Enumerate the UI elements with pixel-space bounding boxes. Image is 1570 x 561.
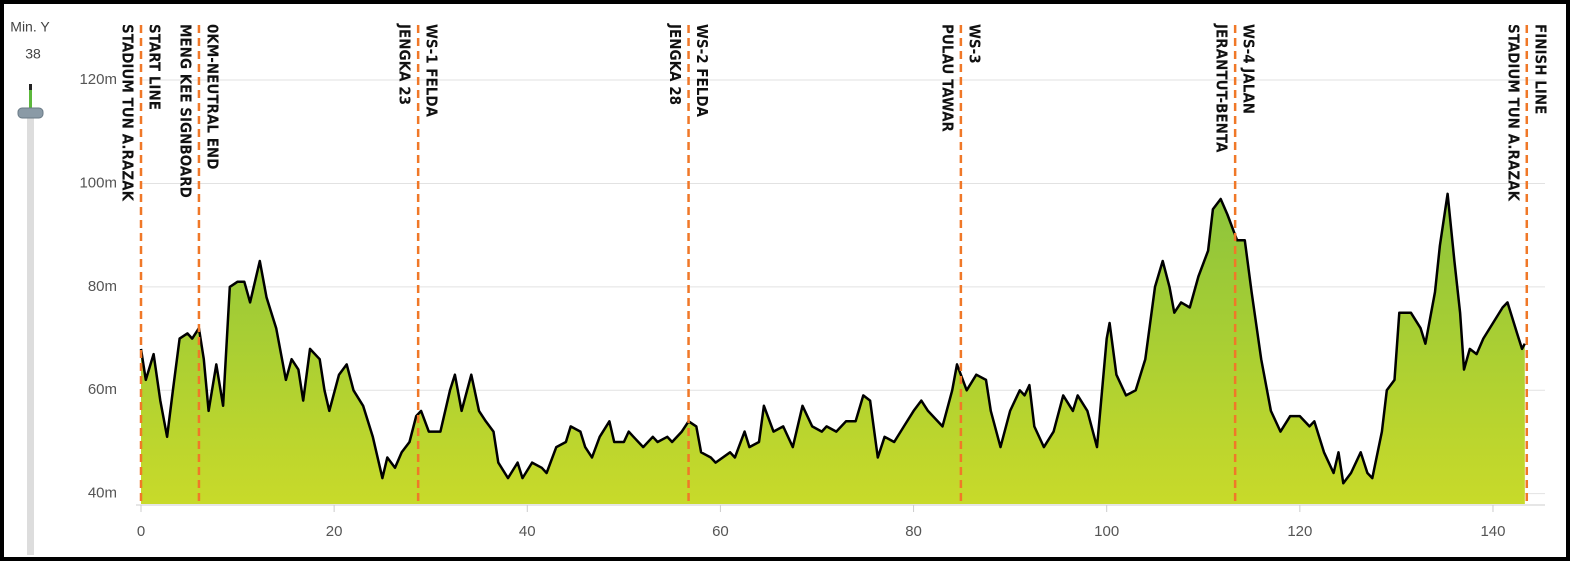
marker-label: WS-2 FELDA [693, 24, 711, 118]
marker-label: FINISH LINE [1531, 24, 1549, 114]
x-tick-label: 120 [1287, 523, 1312, 540]
x-tick-label: 0 [137, 523, 145, 540]
marker-label: MENG KEE SIGNBOARD [176, 24, 194, 198]
marker-label: WS-3 [965, 24, 983, 64]
marker-label: JENGKA 23 [396, 23, 414, 105]
marker-label: STADIUM TUN A.RAZAK [119, 24, 137, 202]
marker-label: WS-4 JALAN [1240, 24, 1258, 114]
y-tick-label: 60m [88, 381, 117, 398]
x-tick-label: 20 [326, 523, 343, 540]
x-tick-label: 40 [519, 523, 536, 540]
plot: 40m 60m 80m 100m 120m 0 20 40 60 80 100 120 140 START… [79, 23, 1549, 540]
x-tick-label: 80 [905, 523, 922, 540]
slider-title: Min. Y [10, 19, 50, 35]
marker-label: PULAU TAWAR [938, 24, 956, 133]
y-tick-label: 100m [79, 174, 117, 191]
slider-track [27, 110, 34, 555]
marker-label: 0KM-NEUTRAL END [203, 24, 221, 169]
y-tick-label: 120m [79, 71, 117, 88]
marker-label: START LINE [146, 24, 164, 110]
marker-label: STADIUM TUN A.RAZAK [1504, 24, 1522, 202]
elevation-area [141, 193, 1525, 505]
x-tick-label: 140 [1480, 523, 1505, 540]
slider-value: 38 [25, 46, 41, 62]
marker-label: JENGKA 28 [666, 23, 684, 105]
slider-handle[interactable] [17, 107, 44, 119]
x-tick-label: 100 [1094, 523, 1119, 540]
x-tick-label: 60 [712, 523, 729, 540]
marker-label: WS-1 FELDA [423, 24, 441, 118]
elevation-line [139, 192, 1526, 485]
y-tick-label: 40m [88, 485, 117, 502]
y-tick-label: 80m [88, 278, 117, 295]
marker-label: JERANTUT-BENTA [1213, 23, 1231, 153]
